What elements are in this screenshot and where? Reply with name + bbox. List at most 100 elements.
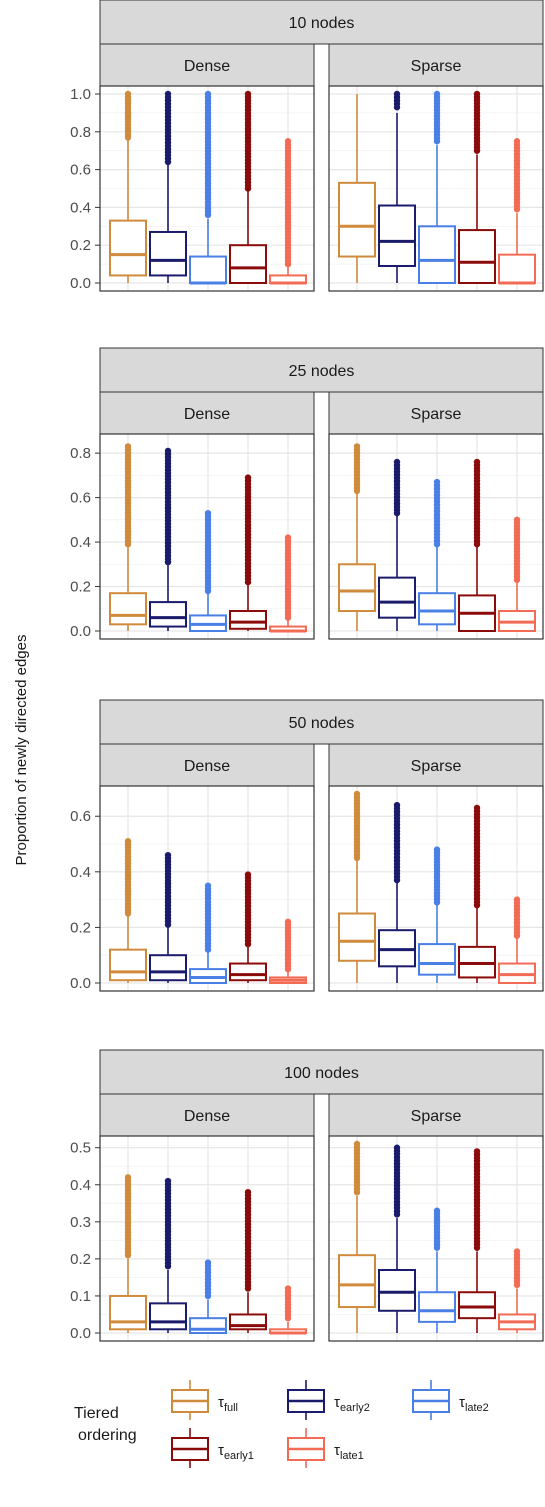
outlier-point bbox=[433, 1207, 441, 1214]
box-late2 bbox=[189, 509, 227, 633]
box-full bbox=[109, 1174, 147, 1333]
legend-item-full: τfull bbox=[171, 1380, 238, 1420]
legend-label-subscript: full bbox=[224, 1402, 238, 1414]
box-body bbox=[458, 1291, 496, 1320]
sub-strip bbox=[328, 43, 544, 87]
box-early1 bbox=[229, 474, 267, 631]
legend-label-subscript: late2 bbox=[465, 1402, 489, 1414]
outlier-point bbox=[284, 918, 292, 926]
legend-label-symbol: τ bbox=[218, 1442, 224, 1459]
outlier-point bbox=[164, 90, 172, 98]
legend-item-late2: τlate2 bbox=[412, 1380, 489, 1420]
box-body bbox=[109, 948, 147, 982]
box-body bbox=[189, 255, 227, 285]
outlier-point bbox=[124, 90, 132, 98]
panel-border bbox=[99, 785, 315, 992]
box-early2 bbox=[378, 90, 416, 283]
outlier-point bbox=[353, 443, 361, 450]
panel-border bbox=[328, 1135, 544, 1342]
y-tick-label: 0.8 bbox=[70, 124, 91, 141]
y-tick-label: 0.4 bbox=[70, 199, 91, 216]
y-tick-label: 0.4 bbox=[70, 1177, 91, 1194]
y-tick-label: 0.4 bbox=[70, 864, 91, 881]
sub-strip-label: Sparse bbox=[411, 58, 462, 75]
panel-block-3: 100 nodes Dense Sparse 0.0 0.1 0.2 0.3 0.4 0.5 bbox=[70, 1049, 544, 1342]
legend-label-symbol: τ bbox=[334, 1442, 340, 1459]
y-tick-label: 0.0 bbox=[70, 623, 91, 640]
legend-title-line2: ordering bbox=[78, 1427, 137, 1444]
panel-border bbox=[328, 785, 544, 992]
outlier-point bbox=[204, 882, 212, 889]
outlier-point bbox=[473, 458, 481, 466]
outlier-point bbox=[513, 138, 521, 145]
outlier-point bbox=[204, 509, 212, 517]
outlier-point bbox=[244, 1188, 252, 1196]
legend-label-symbol: τ bbox=[218, 1394, 224, 1411]
box-body bbox=[378, 576, 416, 619]
box-full bbox=[109, 838, 147, 983]
box-body bbox=[338, 1254, 376, 1309]
box-full bbox=[109, 443, 147, 631]
outlier-point bbox=[473, 804, 481, 812]
sub-strip bbox=[328, 1093, 544, 1137]
panel-border bbox=[328, 433, 544, 640]
box-body bbox=[418, 943, 456, 976]
facet-strip bbox=[99, 1049, 544, 1095]
panel-border bbox=[99, 433, 315, 640]
box-full bbox=[109, 90, 147, 283]
facet-panel-sparse: Sparse bbox=[328, 743, 544, 992]
facet-panel-sparse: Sparse bbox=[328, 43, 544, 292]
legend-label-symbol: τ bbox=[334, 1394, 340, 1411]
box-late1 bbox=[498, 516, 536, 632]
outlier-point bbox=[513, 896, 521, 903]
y-tick-label: 0.2 bbox=[70, 1251, 91, 1268]
outlier-point bbox=[473, 1148, 481, 1155]
box-body bbox=[378, 204, 416, 267]
outlier-point bbox=[353, 1140, 361, 1148]
sub-strip bbox=[99, 43, 315, 87]
outlier-point bbox=[244, 871, 252, 878]
outlier-point bbox=[164, 1177, 172, 1185]
box-full bbox=[338, 1140, 376, 1333]
outlier-point bbox=[284, 138, 292, 145]
box-late2 bbox=[418, 1207, 456, 1333]
box-early2 bbox=[378, 1144, 416, 1333]
y-tick-label: 0.0 bbox=[70, 975, 91, 992]
box-early1 bbox=[458, 90, 496, 284]
outlier-point bbox=[204, 1259, 212, 1266]
legend-label-symbol: τ bbox=[459, 1394, 465, 1411]
y-tick-label: 0.8 bbox=[70, 445, 91, 462]
y-axis-label: Proportion of newly directed edges bbox=[13, 635, 30, 866]
outlier-point bbox=[473, 90, 481, 98]
sub-strip bbox=[99, 743, 315, 787]
y-tick-label: 0.6 bbox=[70, 808, 91, 825]
legend-item-label: τlate2 bbox=[459, 1394, 489, 1414]
box-body bbox=[338, 181, 376, 258]
sub-strip bbox=[328, 391, 544, 435]
box-late1 bbox=[498, 1248, 536, 1333]
box-body bbox=[229, 609, 267, 630]
outlier-point bbox=[433, 478, 441, 486]
facet-strip-title: 100 nodes bbox=[284, 1065, 359, 1082]
box-body bbox=[149, 601, 187, 628]
legend-title-line1: Tiered bbox=[74, 1405, 119, 1422]
sub-strip-label: Dense bbox=[184, 406, 230, 423]
box-early1 bbox=[229, 90, 267, 284]
panel-border bbox=[328, 85, 544, 292]
box-body bbox=[498, 253, 536, 284]
box-body bbox=[418, 592, 456, 626]
box-late1 bbox=[269, 138, 307, 285]
outlier-point bbox=[204, 90, 212, 98]
box-body bbox=[229, 962, 267, 982]
facet-strip bbox=[99, 0, 544, 45]
outlier-point bbox=[433, 846, 441, 853]
outlier-point bbox=[433, 90, 441, 98]
y-tick-label: 0.2 bbox=[70, 919, 91, 936]
box-late1 bbox=[269, 918, 307, 984]
box-early2 bbox=[149, 90, 187, 283]
box-early2 bbox=[149, 447, 187, 631]
box-body bbox=[149, 230, 187, 277]
box-early1 bbox=[458, 1148, 496, 1333]
facet-strip-title: 50 nodes bbox=[289, 715, 355, 732]
